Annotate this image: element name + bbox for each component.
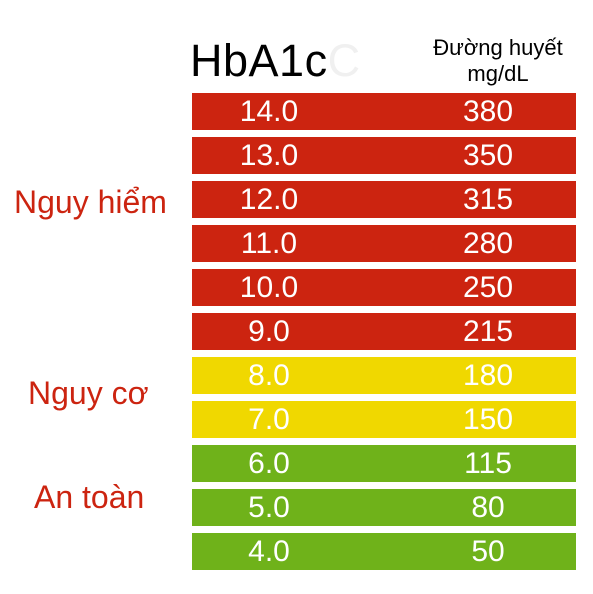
zone-label-safe: An toàn: [34, 479, 145, 515]
table-row: 12.0 315: [192, 181, 576, 218]
table-row: 7.0 150: [192, 401, 576, 438]
hba1c-value: 14.0: [239, 95, 299, 128]
glucose-value: 215: [462, 315, 514, 348]
zone-label-risk: Nguy cơ: [28, 375, 149, 411]
hba1c-value: 7.0: [248, 403, 290, 436]
table-row: 10.0 250: [192, 269, 576, 306]
zone-label-danger: Nguy hiểm: [14, 184, 167, 220]
table-row: 9.0 215: [192, 313, 576, 350]
hba1c-value: 6.0: [248, 447, 290, 480]
glucose-value: 50: [471, 535, 505, 568]
table-row: 8.0 180: [192, 357, 576, 394]
hba1c-value: 8.0: [248, 359, 290, 392]
glucose-value: 150: [462, 403, 514, 436]
glucose-value: 315: [462, 183, 514, 216]
hba1c-value: 11.0: [240, 227, 298, 260]
hba1c-value: 9.0: [248, 315, 290, 348]
glucose-value: 250: [462, 271, 514, 304]
hba1c-value: 10.0: [239, 271, 299, 304]
glucose-value: 180: [462, 359, 514, 392]
table-row: 4.0 50: [192, 533, 576, 570]
glucose-value: 350: [462, 139, 514, 172]
glucose-header-line1: Đường huyết: [433, 35, 563, 60]
hba1c-value: 5.0: [248, 491, 290, 524]
table-row: 6.0 115: [192, 445, 576, 482]
glucose-value: 80: [471, 491, 505, 524]
hba1c-value: 13.0: [239, 139, 299, 172]
hba1c-column-header: HbA1cC: [190, 35, 361, 86]
glucose-value: 280: [462, 227, 514, 260]
table-row: 5.0 80: [192, 489, 576, 526]
table-row: 14.0 380: [192, 93, 576, 130]
glucose-column-header: Đường huyết mg/dL: [398, 35, 593, 87]
table-row: 13.0 350: [192, 137, 576, 174]
table-row: 11.0 280: [192, 225, 576, 262]
glucose-header-line2: mg/dL: [467, 61, 529, 86]
hba1c-value: 12.0: [239, 183, 299, 216]
glucose-value: 380: [462, 95, 514, 128]
glucose-value: 115: [464, 447, 512, 480]
hba1c-value: 4.0: [248, 535, 290, 568]
